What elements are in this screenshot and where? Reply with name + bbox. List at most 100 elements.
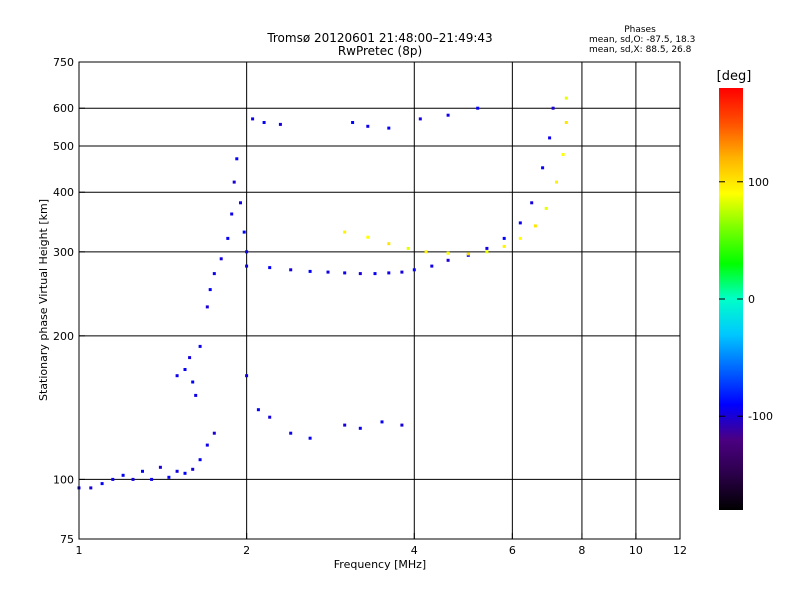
data-point — [89, 486, 93, 490]
data-point — [518, 236, 522, 240]
data-point — [232, 180, 236, 184]
colorbar-label: [deg] — [717, 69, 752, 84]
data-point — [150, 477, 154, 481]
data-point — [111, 477, 115, 481]
data-point — [530, 201, 534, 205]
data-point — [219, 257, 223, 261]
data-point — [191, 467, 195, 471]
data-point — [242, 230, 246, 234]
data-point — [183, 471, 187, 475]
data-point — [366, 235, 370, 239]
stats-line-x: mean, sd,X: 88.5, 26.8 — [589, 45, 692, 55]
data-point — [205, 443, 209, 447]
data-point — [212, 272, 216, 276]
data-point — [424, 250, 428, 254]
y-tick-label: 75 — [60, 533, 74, 546]
data-point — [544, 206, 548, 210]
data-point — [121, 473, 125, 477]
x-axis-label: Frequency [MHz] — [334, 558, 426, 571]
data-point — [502, 244, 506, 248]
data-point — [373, 272, 377, 276]
data-point — [239, 201, 242, 205]
data-point — [289, 268, 293, 272]
data-point — [476, 106, 480, 110]
colorbar-tick-label: 100 — [748, 176, 769, 189]
data-point — [268, 266, 272, 270]
x-tick-label: 4 — [411, 544, 418, 557]
data-point — [343, 271, 347, 275]
grid — [79, 62, 680, 539]
data-point — [366, 124, 370, 128]
data-point — [387, 271, 391, 275]
data-point — [251, 117, 255, 121]
data-point — [400, 423, 404, 427]
chart-subtitle: RwPretec (8p) — [338, 44, 422, 58]
data-point — [561, 153, 565, 156]
y-tick-label: 200 — [53, 330, 74, 343]
y-tick-label: 400 — [53, 186, 74, 199]
data-point — [485, 250, 489, 254]
y-axis-label: Stationary phase Virtual Height [km] — [37, 199, 50, 401]
y-tick-label: 500 — [53, 140, 74, 153]
data-point — [485, 246, 489, 250]
y-tick-label: 300 — [53, 246, 74, 259]
x-tick-label: 6 — [509, 544, 516, 557]
data-point — [380, 420, 384, 424]
data-point — [167, 475, 171, 479]
y-tick-label: 600 — [53, 102, 74, 115]
data-point — [326, 270, 330, 274]
data-point — [230, 212, 234, 216]
data-point — [245, 374, 249, 378]
data-point — [446, 258, 450, 262]
data-point — [387, 126, 391, 130]
data-point — [289, 431, 293, 435]
x-tick-label: 8 — [578, 544, 585, 557]
data-point — [308, 436, 312, 440]
data-point — [358, 272, 362, 276]
x-tick-label: 2 — [243, 544, 250, 557]
data-point — [205, 305, 209, 309]
data-point — [198, 458, 202, 462]
data-point — [235, 157, 239, 161]
data-point — [412, 268, 416, 272]
data-point — [268, 415, 272, 419]
data-point — [256, 408, 260, 412]
data-point — [175, 469, 179, 473]
data-point — [541, 166, 545, 170]
data-point — [308, 269, 312, 273]
data-point — [131, 477, 135, 481]
data-point — [406, 246, 410, 250]
data-point — [141, 469, 144, 473]
data-point — [262, 121, 266, 124]
stats-heading: Phases — [624, 25, 656, 35]
data-point — [198, 344, 202, 348]
y-tick-label: 100 — [53, 473, 74, 486]
data-point — [245, 250, 249, 254]
data-point — [358, 426, 362, 430]
data-point — [175, 374, 179, 378]
data-point — [502, 236, 506, 240]
data-point — [343, 423, 347, 427]
data-point — [551, 106, 555, 110]
data-points — [77, 96, 568, 490]
data-point — [518, 221, 522, 225]
data-point — [100, 482, 104, 486]
data-point — [400, 270, 404, 274]
data-point — [446, 113, 450, 117]
data-point — [446, 251, 450, 255]
colorbar-tick-label: 0 — [748, 293, 755, 306]
x-tick-label: 12 — [673, 544, 687, 557]
data-point — [183, 368, 187, 371]
data-point — [343, 230, 347, 234]
data-point — [548, 136, 552, 140]
data-point — [191, 380, 195, 384]
data-point — [158, 465, 162, 469]
x-axis: 1 2 4 6 8 10 12 — [76, 533, 687, 557]
data-point — [278, 122, 282, 126]
data-point — [430, 264, 434, 268]
data-point — [351, 121, 355, 124]
chart-title: Tromsø 20120601 21:48:00–21:49:43 — [266, 31, 492, 45]
data-point — [387, 242, 391, 246]
data-point — [208, 288, 212, 292]
